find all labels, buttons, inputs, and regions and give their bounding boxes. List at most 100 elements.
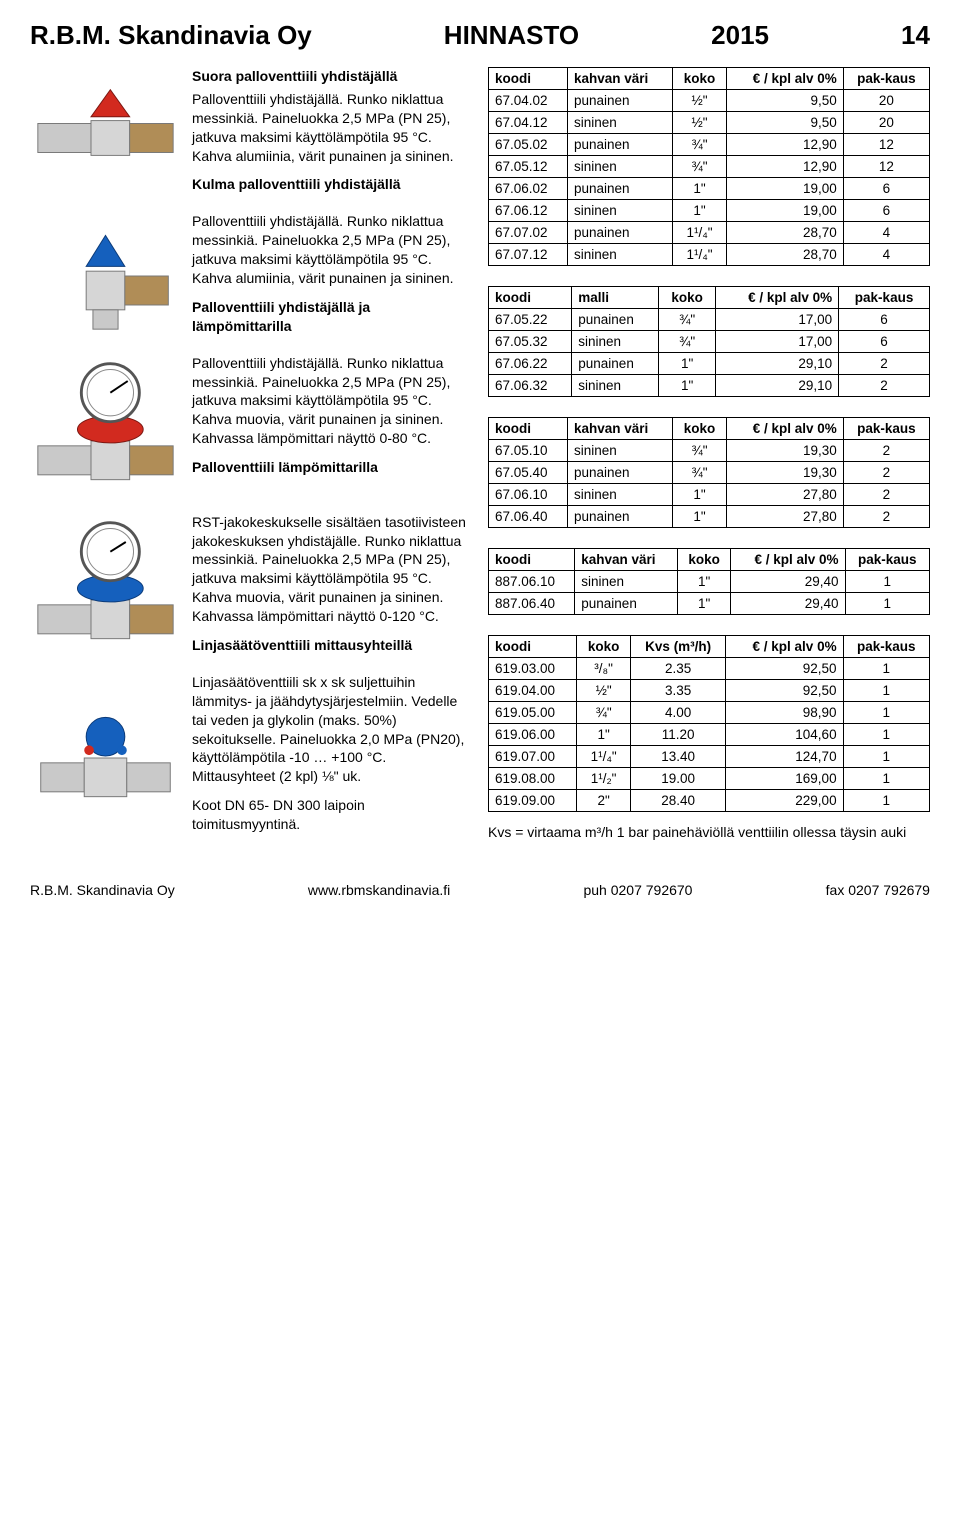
table-cell: 3.35	[630, 680, 725, 702]
table-cell: 17,00	[715, 331, 838, 353]
table-header: € / kpl alv 0%	[726, 418, 843, 440]
table-cell: 1"	[577, 724, 631, 746]
table-header: pak-kaus	[839, 287, 930, 309]
table-cell: 104,60	[726, 724, 843, 746]
header-company: R.B.M. Skandinavia Oy	[30, 20, 312, 51]
table-header: kahvan väri	[568, 68, 673, 90]
table-cell: 19,30	[726, 440, 843, 462]
section-3-title: Palloventtiili yhdistäjällä ja lämpömitt…	[192, 298, 470, 336]
table-3: koodikahvan värikoko€ / kpl alv 0%pak-ka…	[488, 417, 930, 528]
table-cell: 1"	[678, 593, 731, 615]
section-5-title: Linjasäätöventtiili mittausyhteillä	[192, 636, 470, 655]
table-cell: 29,40	[730, 593, 845, 615]
table-cell: 2	[843, 484, 929, 506]
table-cell: sininen	[568, 156, 673, 178]
table-cell: ¾"	[673, 134, 727, 156]
table-cell: 1¹/₄"	[577, 746, 631, 768]
table-cell: 67.06.12	[489, 200, 568, 222]
table-header: kahvan väri	[568, 418, 673, 440]
table-cell: 887.06.40	[489, 593, 575, 615]
table-cell: 67.05.02	[489, 134, 568, 156]
table-cell: 12,90	[726, 134, 843, 156]
header-year: 2015	[711, 20, 769, 51]
table-cell: 619.08.00	[489, 768, 577, 790]
table-4: koodikahvan värikoko€ / kpl alv 0%pak-ka…	[488, 548, 930, 615]
table-cell: punainen	[568, 178, 673, 200]
section-4-body: RST-jakokeskukselle sisältäen tasotiivis…	[192, 513, 470, 626]
table-header: koko	[673, 68, 727, 90]
footer-phone: puh 0207 792670	[583, 882, 692, 898]
table-cell: 92,50	[726, 680, 843, 702]
table-cell: ³/₈"	[577, 658, 631, 680]
table-cell: 2	[843, 440, 929, 462]
table-2: koodimallikoko€ / kpl alv 0%pak-kaus67.0…	[488, 286, 930, 397]
table-cell: 1"	[659, 353, 716, 375]
table-header: pak-kaus	[843, 418, 929, 440]
table-row: 67.06.12sininen1"19,006	[489, 200, 930, 222]
table-cell: 1	[845, 593, 930, 615]
table-cell: 1"	[673, 200, 727, 222]
table-cell: 1"	[659, 375, 716, 397]
valve-thermo-icon	[33, 354, 178, 499]
section-2-body: Palloventtiili yhdistäjällä. Runko nikla…	[192, 212, 470, 288]
table-cell: 1	[843, 724, 929, 746]
table-cell: 1"	[673, 506, 727, 528]
section-5-body: Linjasäätöventtiili sk x sk suljettuihin…	[192, 673, 470, 786]
table-cell: 12	[843, 156, 929, 178]
table-cell: 98,90	[726, 702, 843, 724]
table-header: € / kpl alv 0%	[726, 636, 843, 658]
table-row: 67.06.10sininen1"27,802	[489, 484, 930, 506]
table-row: 619.07.001¹/₄"13.40124,701	[489, 746, 930, 768]
table-row: 67.05.32sininen¾"17,006	[489, 331, 930, 353]
table-header: koodi	[489, 636, 577, 658]
page-header: R.B.M. Skandinavia Oy HINNASTO 2015 14	[30, 20, 930, 51]
table-cell: 1	[845, 571, 930, 593]
page-footer: R.B.M. Skandinavia Oy www.rbmskandinavia…	[30, 882, 930, 898]
table-header: pak-kaus	[843, 636, 929, 658]
table-cell: ½"	[673, 90, 727, 112]
balancing-valve-icon	[33, 700, 178, 816]
section-2-title: Kulma palloventtiili yhdistäjällä	[192, 175, 470, 194]
kvs-note: Kvs = virtaama m³/h 1 bar painehäviöllä …	[488, 824, 930, 840]
table-row: 887.06.10sininen1"29,401	[489, 571, 930, 593]
valve-thermo2-icon	[33, 513, 178, 658]
table-cell: punainen	[568, 506, 673, 528]
table-cell: 2	[843, 506, 929, 528]
table-cell: 619.05.00	[489, 702, 577, 724]
table-row: 67.04.02punainen½"9,5020	[489, 90, 930, 112]
product-image-4	[30, 513, 180, 659]
table-cell: sininen	[568, 440, 673, 462]
table-cell: 2	[839, 353, 930, 375]
table-cell: 1"	[673, 178, 727, 200]
right-column: koodikahvan värikoko€ / kpl alv 0%pak-ka…	[488, 67, 930, 858]
table-cell: 67.05.12	[489, 156, 568, 178]
table-cell: 27,80	[726, 484, 843, 506]
table-cell: 19,00	[726, 200, 843, 222]
table-cell: 67.04.02	[489, 90, 568, 112]
table-cell: 1"	[673, 484, 727, 506]
header-page: 14	[901, 20, 930, 51]
table-cell: 12	[843, 134, 929, 156]
table-cell: 19,00	[726, 178, 843, 200]
table-cell: 619.03.00	[489, 658, 577, 680]
section-3-body: Palloventtiili yhdistäjällä. Runko nikla…	[192, 354, 470, 448]
valve-icon	[33, 80, 178, 186]
table-cell: ¾"	[673, 156, 727, 178]
table-row: 619.05.00¾"4.0098,901	[489, 702, 930, 724]
table-cell: ½"	[577, 680, 631, 702]
table-cell: ¾"	[673, 440, 727, 462]
table-cell: 887.06.10	[489, 571, 575, 593]
table-cell: 67.06.22	[489, 353, 572, 375]
table-cell: 28,70	[726, 244, 843, 266]
table-cell: sininen	[568, 244, 673, 266]
table-header: € / kpl alv 0%	[726, 68, 843, 90]
table-cell: 619.04.00	[489, 680, 577, 702]
table-cell: 20	[843, 90, 929, 112]
section-1-body: Palloventtiili yhdistäjällä. Runko nikla…	[192, 90, 470, 166]
product-block-5: Linjasäätöventtiili sk x sk suljettuihin…	[30, 673, 470, 844]
table-row: 67.06.32sininen1"29,102	[489, 375, 930, 397]
table-cell: 92,50	[726, 658, 843, 680]
table-row: 67.05.02punainen¾"12,9012	[489, 134, 930, 156]
table-header: kahvan väri	[575, 549, 678, 571]
table-cell: 229,00	[726, 790, 843, 812]
